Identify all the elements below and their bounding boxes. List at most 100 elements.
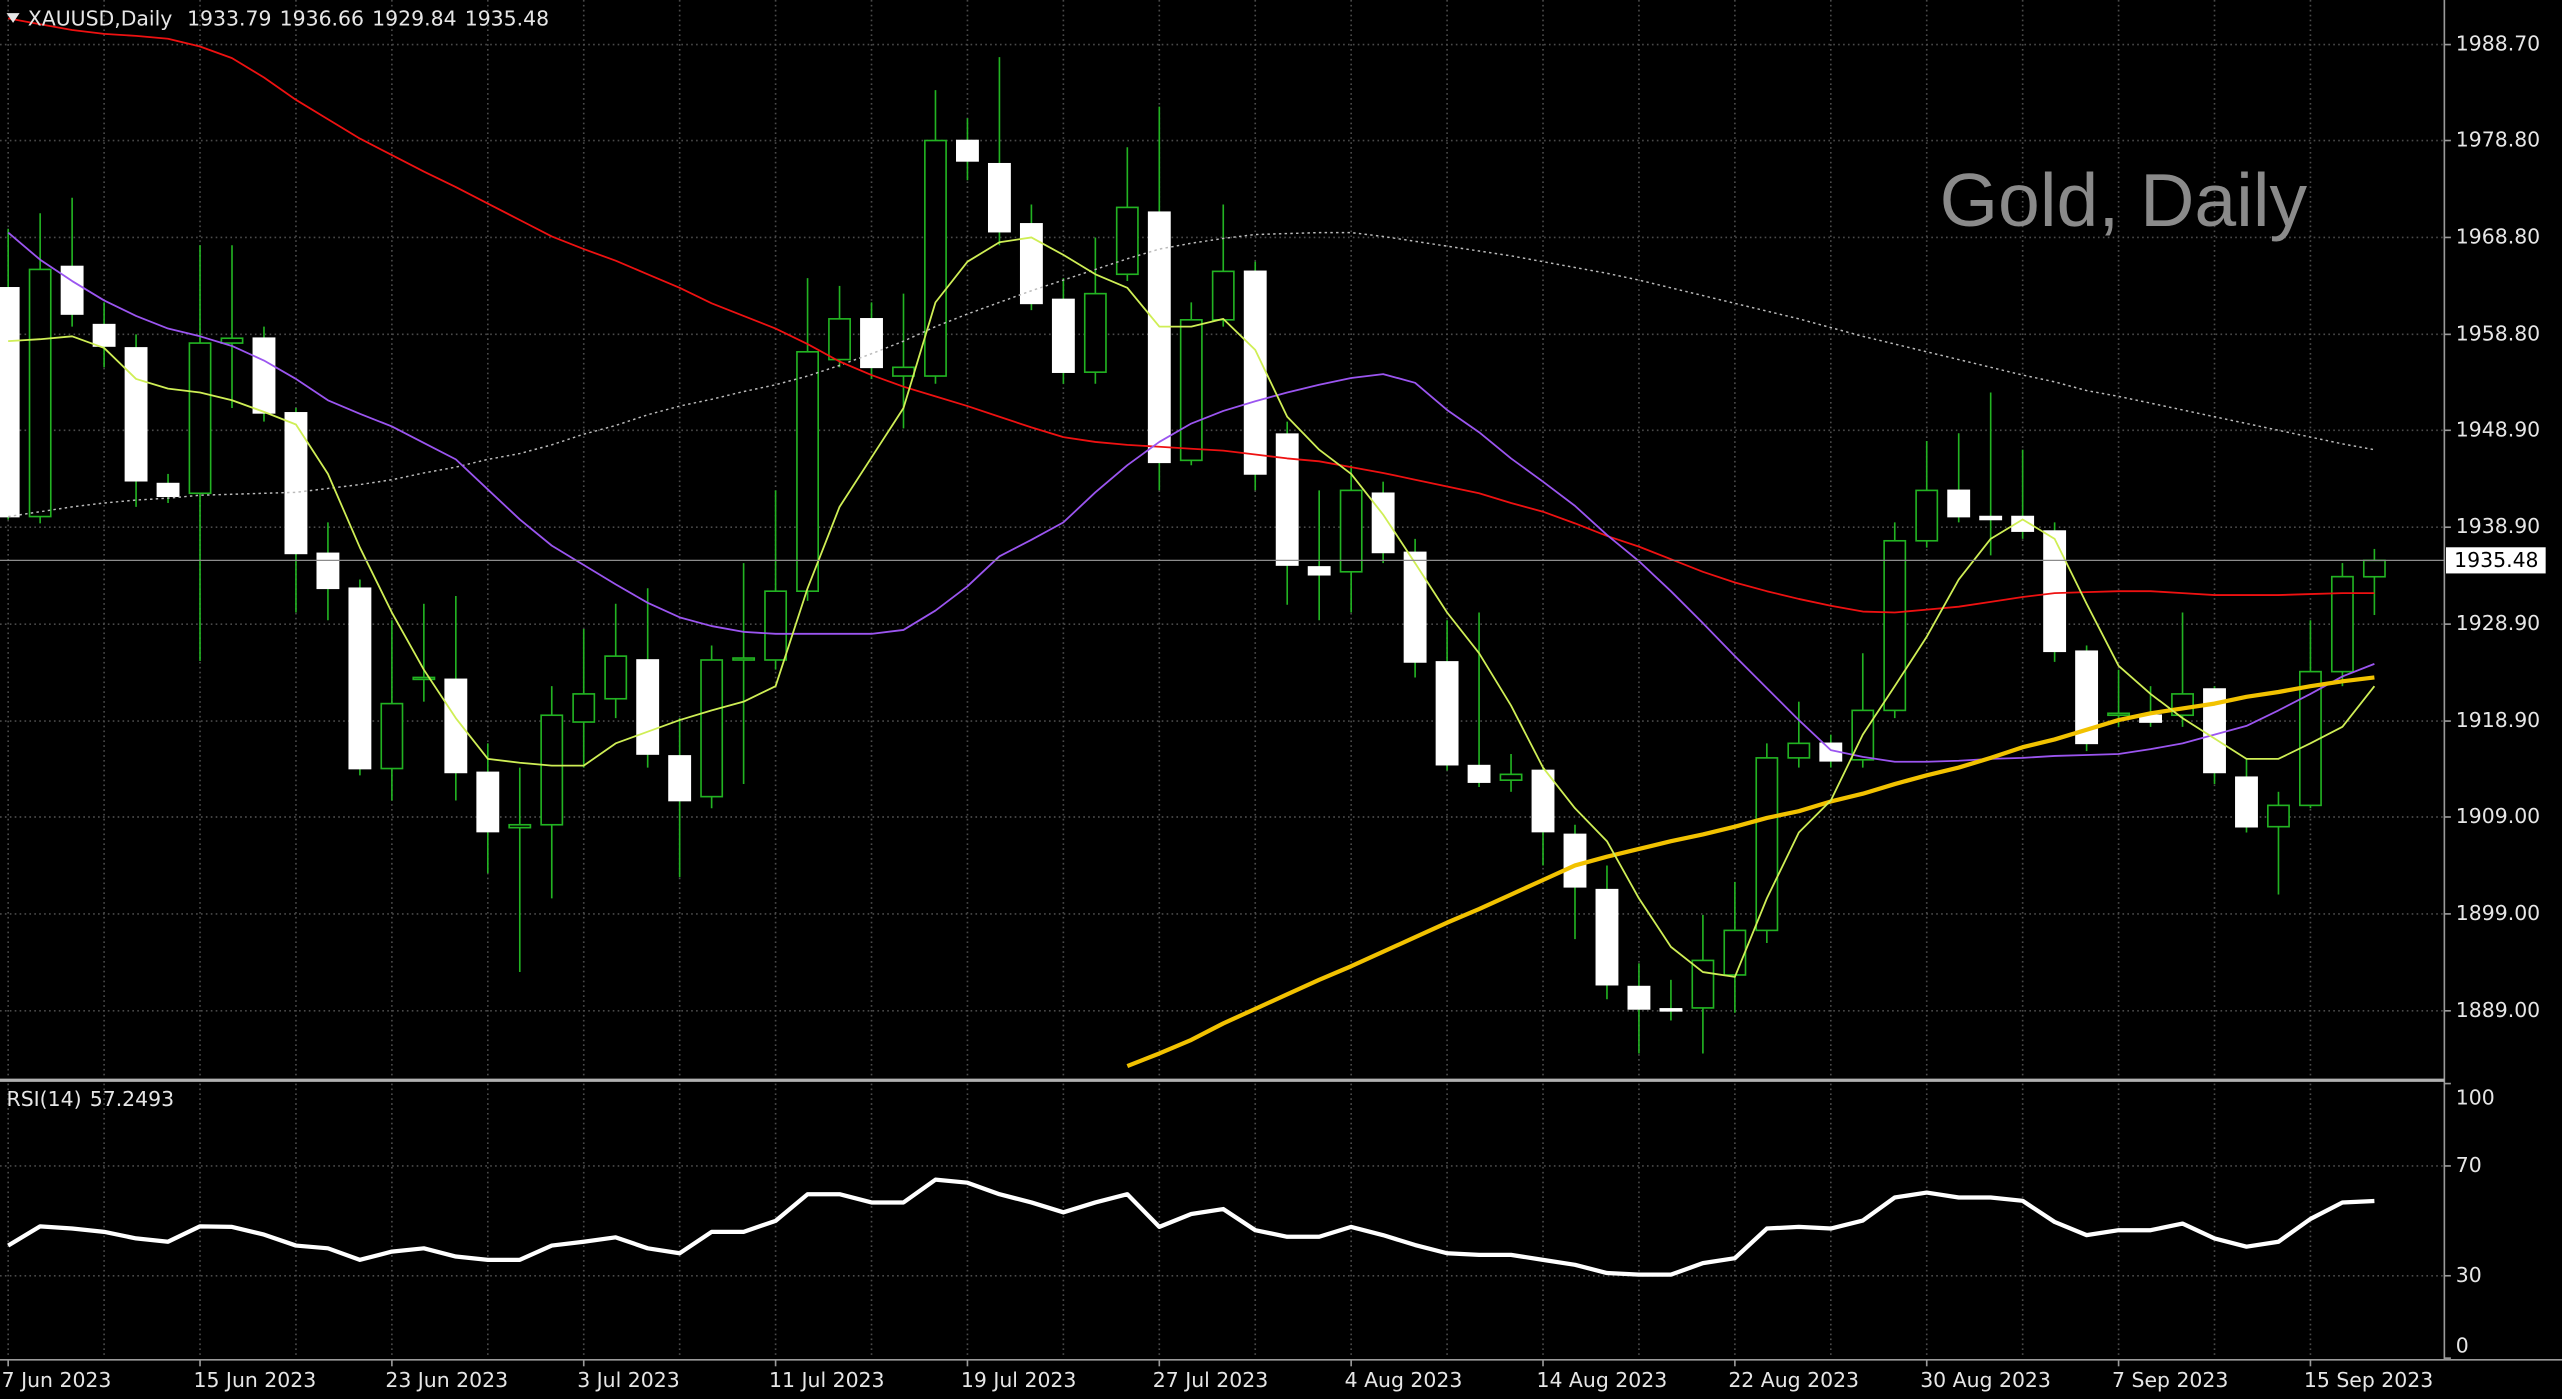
y-tick-label: 1928.90 xyxy=(2456,611,2540,635)
y-tick-label: 1978.80 xyxy=(2456,128,2540,152)
candle-body xyxy=(2075,650,2099,745)
y-tick-label: 100 xyxy=(2456,1085,2495,1109)
candle-body xyxy=(1243,270,1267,475)
rsi-panel xyxy=(7,1177,2375,1277)
candle-body xyxy=(1531,769,1555,833)
candle-body xyxy=(1691,959,1715,1009)
candle-body xyxy=(1403,551,1427,663)
candle-body xyxy=(860,318,883,369)
candle-body xyxy=(604,655,628,700)
candle-body xyxy=(2235,776,2258,828)
candle-body xyxy=(956,139,979,162)
candle-body xyxy=(2362,559,2386,578)
x-tick-label: 4 Aug 2023 xyxy=(1345,1368,1463,1392)
candle-body xyxy=(124,347,148,482)
header-low: 1929.84 xyxy=(372,7,456,31)
candle-body xyxy=(316,552,340,590)
candle-body xyxy=(540,714,564,826)
current-price-label: 1935.48 xyxy=(2454,548,2538,572)
candle-body xyxy=(1883,539,1907,712)
candle-body xyxy=(412,676,436,681)
candle-body xyxy=(700,659,724,798)
rsi-line xyxy=(7,1177,2375,1277)
moving-average xyxy=(8,231,2375,518)
candle-body xyxy=(987,162,1011,233)
candle-body xyxy=(252,337,276,414)
candle-body xyxy=(2267,804,2290,828)
header-high: 1936.66 xyxy=(280,7,364,31)
candle-body xyxy=(1499,773,1523,781)
candle-body xyxy=(1179,319,1203,462)
header-triangle xyxy=(6,13,20,23)
candle-body xyxy=(1371,492,1395,554)
x-tick-label: 27 Jul 2023 xyxy=(1153,1368,1268,1392)
candle-body xyxy=(1083,292,1107,373)
x-tick-label: 22 Aug 2023 xyxy=(1728,1368,1859,1392)
candle-body xyxy=(1787,742,1811,759)
candle-body xyxy=(572,693,596,723)
rsi-value: 57.2493 xyxy=(90,1087,174,1111)
y-tick-label: 1889.00 xyxy=(2456,998,2540,1022)
x-tick-label: 7 Jun 2023 xyxy=(2,1368,112,1392)
header-close: 1935.48 xyxy=(465,7,549,31)
y-tick-label: 1918.90 xyxy=(2456,708,2540,732)
candle-body xyxy=(892,366,915,377)
candle-body xyxy=(1051,298,1075,373)
y-tick-label: 1909.00 xyxy=(2456,804,2540,828)
rsi-title: RSI(14) xyxy=(7,1087,82,1111)
y-tick-label: 1938.90 xyxy=(2456,514,2540,538)
candle-body xyxy=(1659,1008,1683,1012)
x-tick-label: 30 Aug 2023 xyxy=(1920,1368,2051,1392)
candle-body xyxy=(1211,270,1235,321)
candle-body xyxy=(348,587,372,770)
y-tick-label: 30 xyxy=(2456,1263,2482,1287)
chart-header: XAUUSD,Daily 1933.79 1936.66 1929.84 1935.48 xyxy=(28,7,549,31)
candle-body xyxy=(2043,530,2067,653)
candle-body xyxy=(1147,211,1171,464)
candle-body xyxy=(796,350,820,593)
moving-average xyxy=(8,236,2376,978)
candle-body xyxy=(284,412,308,555)
candle-body xyxy=(1275,433,1299,566)
candle-body xyxy=(0,287,20,518)
candle-body xyxy=(1467,764,1491,783)
candle-body xyxy=(1979,515,2003,521)
candle-body xyxy=(636,659,660,755)
candle-body xyxy=(1595,888,1619,986)
candle-body xyxy=(220,337,244,344)
candle-body xyxy=(1755,757,1779,932)
candle-body xyxy=(28,268,52,518)
candle-body xyxy=(156,482,180,498)
candle-body xyxy=(1915,489,1939,542)
y-tick-label: 1899.00 xyxy=(2456,901,2540,925)
candle-body xyxy=(476,771,500,833)
candle-body xyxy=(1019,223,1043,305)
candle-body xyxy=(2011,515,2035,532)
rsi-header: RSI(14) 57.2493 xyxy=(7,1087,175,1111)
symbol: XAUUSD,Daily xyxy=(28,7,173,31)
candle-body xyxy=(380,702,404,770)
y-tick-label: 1958.80 xyxy=(2456,321,2540,345)
candle-body xyxy=(508,823,532,829)
candle-body xyxy=(1307,566,1331,576)
x-tick-label: 19 Jul 2023 xyxy=(961,1368,1076,1392)
candle-body xyxy=(92,323,116,347)
x-tick-label: 15 Sep 2023 xyxy=(2304,1368,2433,1392)
x-tick-label: 7 Sep 2023 xyxy=(2112,1368,2228,1392)
y-tick-label: 1968.80 xyxy=(2456,224,2540,248)
moving-average xyxy=(1126,675,2375,1069)
candle-body xyxy=(1627,985,1651,1010)
candle-body xyxy=(1563,833,1587,888)
x-tick-label: 3 Jul 2023 xyxy=(577,1368,680,1392)
price-panel xyxy=(0,17,2445,1069)
candle-body xyxy=(2107,712,2131,717)
y-tick-label: 1948.90 xyxy=(2456,417,2540,441)
x-tick-label: 11 Jul 2023 xyxy=(769,1368,884,1392)
candle-body xyxy=(668,755,692,802)
x-tick-label: 15 Jun 2023 xyxy=(193,1368,316,1392)
watermark: Gold, Daily xyxy=(1940,158,2308,242)
header-open: 1933.79 xyxy=(187,7,271,31)
candle-body xyxy=(1723,929,1747,976)
